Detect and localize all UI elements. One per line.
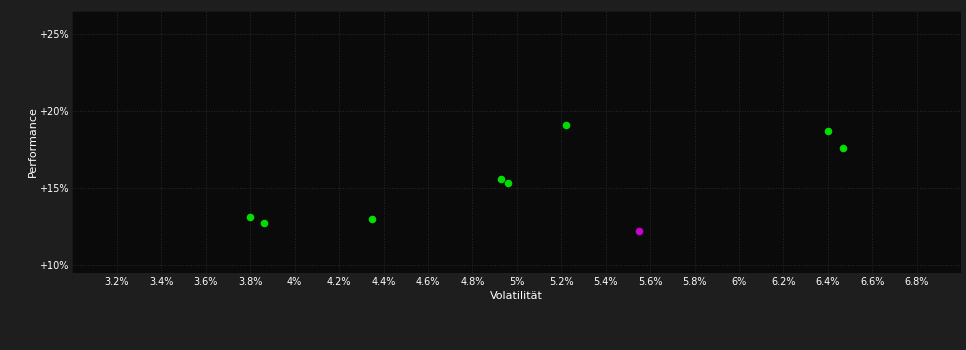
Point (558, 122, 574, 127)
Point (836, 145, 851, 151)
Point (364, 216, 380, 222)
Point (820, 128, 836, 134)
Point (632, 228, 647, 233)
X-axis label: Volatilität: Volatilität (491, 291, 543, 301)
Point (500, 180, 516, 186)
Point (256, 220, 271, 226)
Y-axis label: Performance: Performance (28, 106, 38, 177)
Point (494, 176, 509, 182)
Point (242, 215, 258, 220)
